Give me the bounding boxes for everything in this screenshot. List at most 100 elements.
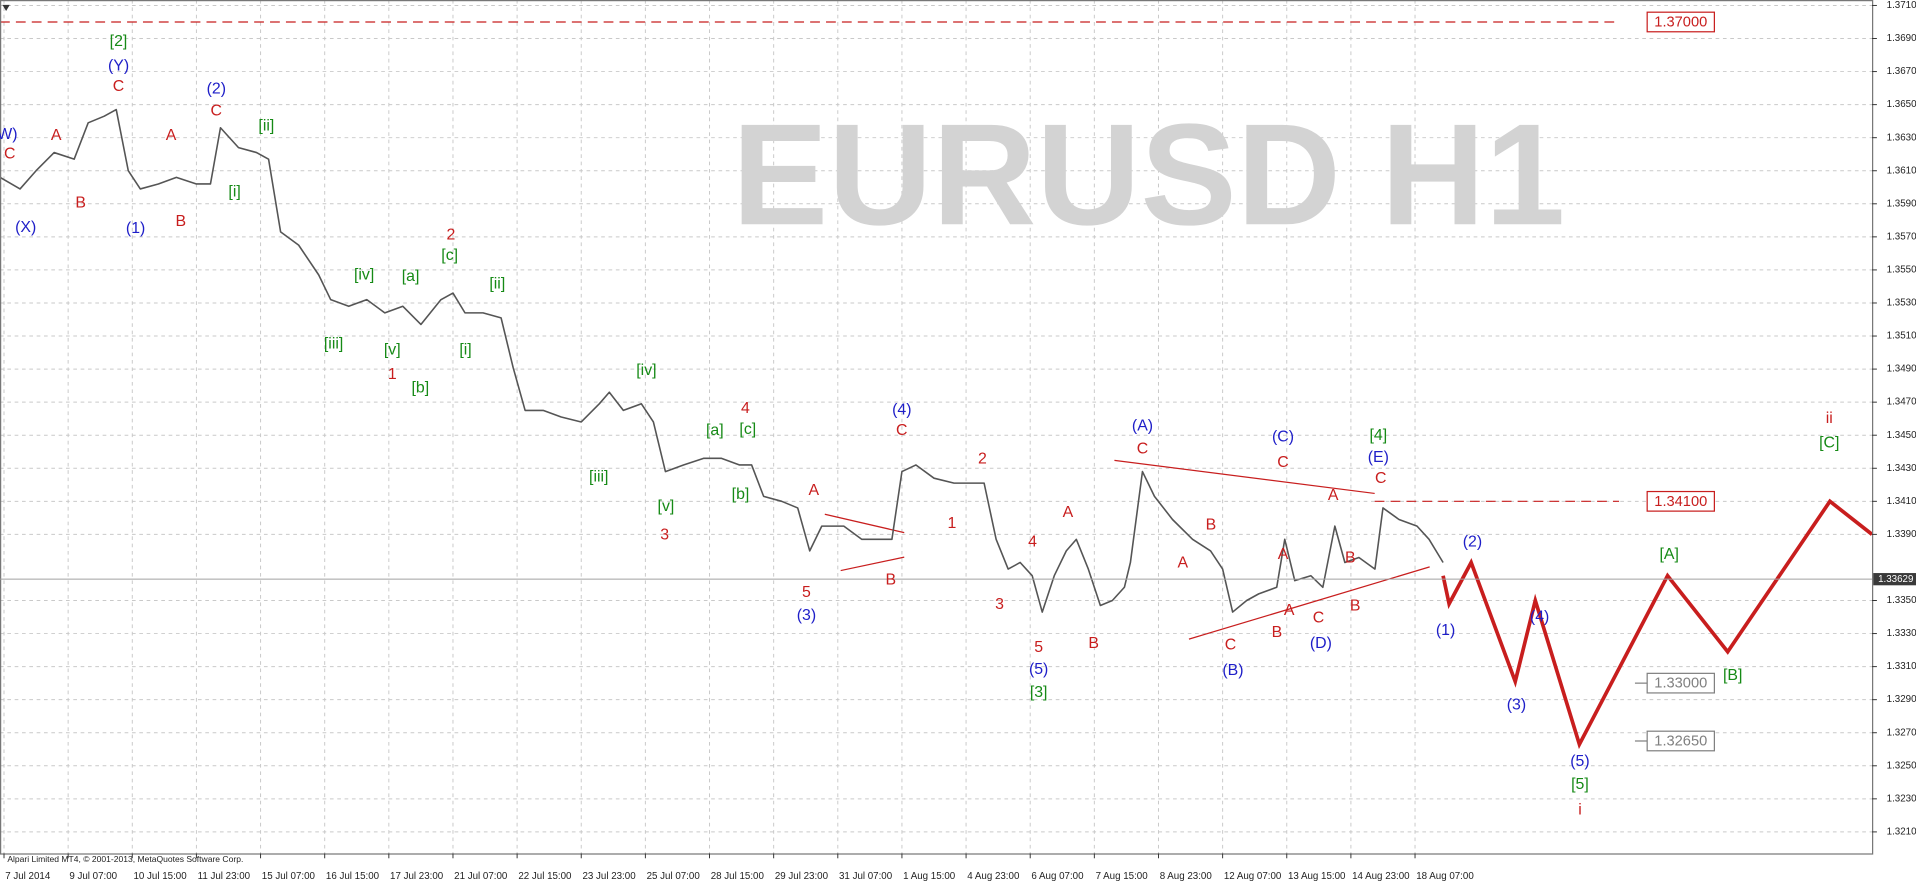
x-tick-label: 6 Aug 07:00 <box>1031 871 1084 882</box>
y-tick-label: 1.36700 <box>1887 66 1916 77</box>
wave-label: C <box>1375 470 1386 487</box>
trend-line <box>824 513 905 534</box>
wave-label: 4 <box>1028 534 1037 551</box>
wave-label: A <box>51 127 62 144</box>
level-label: 1.34100 <box>1654 494 1707 510</box>
y-tick-label: 1.33300 <box>1887 628 1916 639</box>
wave-label: A <box>1278 546 1289 563</box>
x-tick-label: 22 Jul 15:00 <box>518 871 572 882</box>
plot-border <box>0 0 1874 855</box>
y-tick-label: 1.32900 <box>1887 694 1916 705</box>
y-tick-label: 1.33500 <box>1887 595 1916 606</box>
x-tick-label: 11 Jul 23:00 <box>198 871 251 882</box>
wave-label: (Y) <box>108 57 129 74</box>
x-tick-label: 17 Jul 23:00 <box>390 871 444 882</box>
wave-label: 2 <box>446 226 455 243</box>
watermark: EURUSD H1 <box>732 93 1565 255</box>
wave-label: i <box>1578 802 1582 819</box>
wave-label: 3 <box>660 526 669 543</box>
wave-label: B <box>1272 624 1283 641</box>
y-tick-label: 1.33100 <box>1887 661 1916 672</box>
y-tick-label: 1.36900 <box>1887 33 1916 44</box>
wave-label: (4) <box>892 401 911 418</box>
x-tick-label: 29 Jul 23:00 <box>775 871 829 882</box>
y-tick-label: 1.32300 <box>1887 793 1916 804</box>
wave-label: C <box>113 78 124 95</box>
y-tick-label: 1.37100 <box>1887 0 1916 11</box>
wave-label: (B) <box>1222 662 1243 679</box>
wave-label: A <box>1328 487 1339 504</box>
wave-label: [iv] <box>354 267 374 284</box>
wave-label: [3] <box>1030 684 1048 701</box>
x-tick-label: 21 Jul 07:00 <box>454 871 508 882</box>
y-tick-label: 1.35100 <box>1887 331 1916 342</box>
wave-label: [4] <box>1370 427 1388 444</box>
wave-label: C <box>211 103 222 120</box>
y-tick-label: 1.34300 <box>1887 463 1916 474</box>
wave-label: B <box>1350 597 1361 614</box>
x-tick-label: 7 Jul 2014 <box>5 871 51 882</box>
wave-label: (D) <box>1310 635 1332 652</box>
x-tick-label: 12 Aug 07:00 <box>1224 871 1282 882</box>
wave-label: [a] <box>402 268 420 285</box>
wave-label: (2) <box>1463 534 1482 551</box>
wave-label: [C] <box>1819 434 1839 451</box>
wave-label: [ii] <box>258 117 274 134</box>
y-tick-label: 1.34700 <box>1887 397 1916 408</box>
y-tick-label: 1.36500 <box>1887 99 1916 110</box>
price-line <box>0 108 1444 613</box>
y-tick-label: 1.35700 <box>1887 231 1916 242</box>
wave-label: ii <box>1826 410 1833 427</box>
wave-label: 2 <box>978 450 987 467</box>
wave-label: B <box>885 572 896 589</box>
trend-line <box>840 556 905 572</box>
level-box <box>1646 672 1715 694</box>
wave-label: [B] <box>1723 667 1742 684</box>
wave-label: (X) <box>15 219 36 236</box>
wave-label: W) <box>0 126 17 143</box>
y-tick-label: 1.35300 <box>1887 298 1916 309</box>
x-tick-label: 1 Aug 15:00 <box>903 871 956 882</box>
wave-label: [v] <box>384 341 401 358</box>
wave-label: C <box>4 145 15 162</box>
wave-label: B <box>1206 516 1217 533</box>
y-tick-label: 1.34500 <box>1887 430 1916 441</box>
wave-label: [ii] <box>489 275 505 292</box>
wave-label: (2) <box>207 81 226 98</box>
trend-line <box>1114 459 1375 495</box>
wave-label: [b] <box>412 379 430 396</box>
footer: Alpari Limited MT4, © 2001-2013, MetaQuo… <box>7 854 243 864</box>
level-box <box>1646 490 1715 512</box>
wave-label: 1 <box>947 515 956 532</box>
x-tick-label: 8 Aug 23:00 <box>1160 871 1213 882</box>
wave-label: [iv] <box>636 362 656 379</box>
x-tick-label: 25 Jul 07:00 <box>647 871 701 882</box>
x-tick-label: 10 Jul 15:00 <box>134 871 188 882</box>
wave-label: B <box>176 213 187 230</box>
wave-label: A <box>166 127 177 144</box>
wave-label: (C) <box>1272 428 1294 445</box>
wave-label: [iii] <box>324 335 343 352</box>
y-tick-label: 1.32100 <box>1887 826 1916 837</box>
x-tick-label: 13 Aug 15:00 <box>1288 871 1346 882</box>
wave-label: 1 <box>388 366 397 383</box>
wave-label: B <box>1345 550 1356 567</box>
y-tick-label: 1.32500 <box>1887 760 1916 771</box>
wave-label: (3) <box>1507 696 1526 713</box>
wave-label: [c] <box>441 247 458 264</box>
y-tick-label: 1.32700 <box>1887 727 1916 738</box>
wave-label: (4) <box>1530 608 1549 625</box>
grid-layer <box>0 0 1873 854</box>
y-tick-label: 1.36100 <box>1887 165 1916 176</box>
level-label: 1.33000 <box>1654 676 1707 692</box>
y-tick-label: 1.35500 <box>1887 264 1916 275</box>
current-price-box <box>1873 573 1916 586</box>
wave-label: C <box>1277 454 1288 471</box>
wave-label: C <box>1225 636 1236 653</box>
x-tick-label: 14 Aug 23:00 <box>1352 871 1410 882</box>
wave-label: [i] <box>459 341 471 358</box>
y-tick-label: 1.33900 <box>1887 529 1916 540</box>
wave-label: (1) <box>1436 622 1455 639</box>
